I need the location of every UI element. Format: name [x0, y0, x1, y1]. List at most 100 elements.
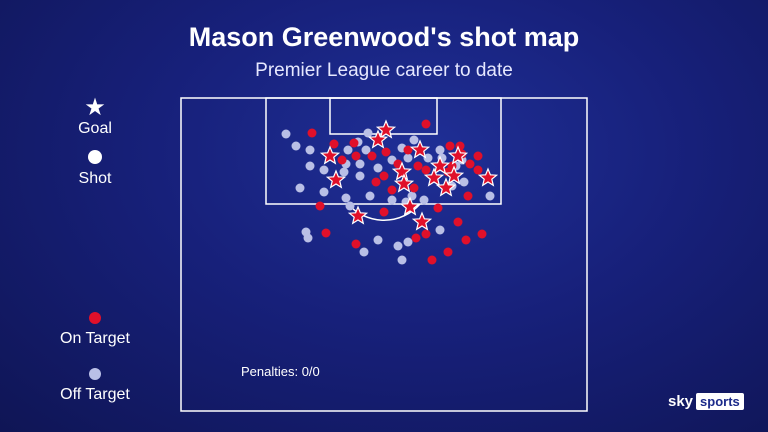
off-target-shot-marker — [435, 225, 445, 235]
chart-subtitle: Premier League career to date — [255, 60, 513, 81]
off-target-shot-marker — [319, 187, 329, 197]
off-target-shot-marker — [355, 171, 365, 181]
off-target-shot-marker — [419, 195, 429, 205]
on-target-shot-marker — [465, 159, 475, 169]
goal-marker — [443, 165, 465, 185]
goal-marker — [347, 205, 369, 225]
off-target-shot-marker — [397, 255, 407, 265]
on-target-shot-marker — [387, 185, 397, 195]
goal-marker — [423, 167, 445, 187]
off-target-shot-marker — [387, 195, 397, 205]
legend-off-target-label: Off Target — [60, 386, 130, 403]
goal-marker — [429, 155, 451, 175]
legend-shot-label: Shot — [78, 170, 112, 187]
on-target-shot-marker — [321, 228, 331, 238]
off-target-shot-marker — [423, 153, 433, 163]
on-target-shot-marker — [477, 229, 487, 239]
off-target-shot-marker — [343, 145, 353, 155]
goal-marker — [391, 161, 413, 181]
goal-marker — [393, 173, 415, 193]
on-target-shot-marker — [453, 217, 463, 227]
on-target-shot-marker — [421, 229, 431, 239]
on-target-shot-marker — [433, 203, 443, 213]
off-target-shot-marker — [319, 165, 329, 175]
on-target-shot-marker — [413, 161, 423, 171]
on-target-shot-marker — [307, 128, 317, 138]
on-target-shot-marker — [421, 165, 431, 175]
off-target-shot-marker — [281, 129, 291, 139]
off-target-shot-marker — [345, 201, 355, 211]
off-target-shot-marker — [303, 233, 313, 243]
off-target-shot-marker — [305, 145, 315, 155]
penalties-text: Penalties: 0/0 — [241, 364, 320, 379]
on-target-shot-marker — [367, 151, 377, 161]
off-target-shot-marker — [339, 167, 349, 177]
goal-marker — [375, 119, 397, 139]
on-target-shot-marker — [461, 235, 471, 245]
off-target-shot-marker — [407, 191, 417, 201]
on-target-shot-marker — [473, 151, 483, 161]
off-target-shot-marker — [485, 191, 495, 201]
off-target-shot-marker — [365, 191, 375, 201]
off-target-shot-marker — [363, 128, 373, 138]
on-target-shot-marker — [473, 165, 483, 175]
legend-goal-label: Goal — [78, 120, 112, 137]
goal-marker — [447, 145, 469, 165]
on-target-shot-marker — [403, 145, 413, 155]
off-target-shot-marker — [341, 193, 351, 203]
goal-marker — [325, 169, 347, 189]
on-target-shot-marker — [445, 141, 455, 151]
on-target-shot-marker — [379, 207, 389, 217]
on-target-shot-marker — [443, 247, 453, 257]
off-target-shot-marker — [291, 141, 301, 151]
on-target-shot-marker — [421, 119, 431, 129]
off-target-shot-marker — [305, 161, 315, 171]
sky-sports-logo: sky sports — [668, 393, 744, 410]
legend-off-target: Off Target — [0, 368, 190, 404]
off-target-shot-marker — [459, 177, 469, 187]
off-target-shot-marker — [355, 159, 365, 169]
brand-sky: sky — [668, 393, 694, 410]
off-target-shot-marker — [373, 163, 383, 173]
on-target-shot-marker — [371, 177, 381, 187]
on-target-shot-marker — [329, 139, 339, 149]
on-target-shot-marker — [315, 201, 325, 211]
off-target-shot-marker — [373, 235, 383, 245]
goal-marker — [367, 129, 389, 149]
on-target-shot-marker — [351, 151, 361, 161]
on-target-dot-icon — [89, 312, 101, 324]
on-target-shot-marker — [379, 171, 389, 181]
on-target-shot-marker — [351, 239, 361, 249]
on-target-shot-marker — [349, 138, 359, 148]
legend-goal: ★ Goal — [0, 96, 190, 138]
off-target-shot-marker — [361, 145, 371, 155]
legend-shot: Shot — [0, 150, 190, 188]
off-target-shot-marker — [409, 135, 419, 145]
goal-marker — [435, 177, 457, 197]
goal-marker — [319, 145, 341, 165]
on-target-shot-marker — [409, 183, 419, 193]
on-target-shot-marker — [427, 255, 437, 265]
star-icon: ★ — [84, 94, 106, 121]
chart-title: Mason Greenwood's shot map — [188, 22, 580, 52]
on-target-shot-marker — [337, 155, 347, 165]
off-target-shot-marker — [359, 247, 369, 257]
brand-sports: sports — [696, 393, 744, 410]
goal-marker — [409, 139, 431, 159]
off-target-shot-marker — [403, 237, 413, 247]
shot-dot-icon — [88, 150, 102, 164]
on-target-shot-marker — [381, 147, 391, 157]
off-target-shot-marker — [403, 153, 413, 163]
legend-on-target: On Target — [0, 312, 190, 348]
goal-marker — [411, 211, 433, 231]
off-target-dot-icon — [89, 368, 101, 380]
legend-on-target-label: On Target — [60, 330, 130, 347]
goal-marker — [399, 196, 421, 216]
goal-marker — [477, 167, 499, 187]
off-target-shot-marker — [435, 145, 445, 155]
off-target-shot-marker — [295, 183, 305, 193]
on-target-shot-marker — [411, 233, 421, 243]
off-target-shot-marker — [393, 241, 403, 251]
on-target-shot-marker — [463, 191, 473, 201]
